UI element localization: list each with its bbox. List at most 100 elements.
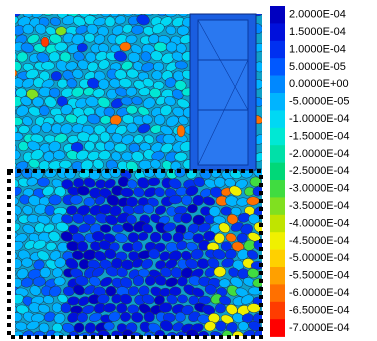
particle [21, 257, 33, 268]
particle [48, 231, 61, 242]
particle [185, 185, 199, 197]
particle [73, 51, 85, 62]
legend-label: -2.0000E-04 [289, 148, 350, 160]
particle [141, 258, 153, 270]
particle [62, 70, 75, 81]
particle [226, 214, 239, 225]
legend-swatch [270, 197, 285, 216]
legend-label: 2.0000E-04 [289, 9, 346, 21]
particle [105, 285, 117, 297]
particle [225, 233, 237, 243]
particle [49, 17, 61, 26]
particle [226, 304, 238, 315]
particle [132, 275, 145, 287]
particle [251, 14, 262, 17]
particle [66, 78, 78, 89]
particle [50, 71, 62, 81]
particle [40, 36, 50, 48]
particle [54, 257, 66, 268]
particle [168, 250, 182, 262]
particle [176, 25, 190, 36]
particle [159, 320, 173, 332]
particle [113, 142, 128, 153]
legend-label: 1.5000E-04 [289, 26, 346, 38]
particle [42, 185, 55, 197]
particle [212, 249, 226, 260]
particle [161, 232, 173, 242]
particle [32, 276, 46, 287]
particle [105, 214, 118, 226]
particle [253, 222, 262, 234]
particle [103, 303, 116, 313]
particle [15, 233, 28, 244]
particle [15, 212, 19, 223]
particle [70, 268, 84, 279]
particle [41, 61, 55, 71]
particle [33, 239, 47, 250]
particle [15, 106, 16, 118]
particle [65, 61, 78, 71]
particle [66, 205, 78, 215]
particle [15, 267, 17, 278]
particle [22, 205, 33, 215]
particle [166, 294, 178, 305]
particle [18, 125, 30, 134]
particle [109, 205, 122, 217]
particle [177, 276, 188, 287]
particle [188, 311, 201, 322]
particle [131, 240, 143, 252]
particle [99, 131, 111, 143]
particle [53, 114, 65, 124]
particle [147, 177, 161, 187]
particle [168, 178, 182, 189]
legend-label: -5.0000E-04 [289, 252, 350, 264]
particle [131, 151, 144, 162]
particle [164, 14, 178, 18]
particle [120, 187, 134, 198]
particle [164, 77, 177, 88]
particle [103, 107, 115, 117]
particle [125, 196, 138, 208]
particle [220, 241, 232, 252]
particle [125, 86, 138, 97]
legend-swatch [270, 40, 285, 59]
particle [30, 149, 44, 161]
particle [16, 304, 29, 315]
particle [15, 14, 22, 18]
legend-label: -3.0000E-04 [289, 183, 350, 195]
particle [73, 322, 85, 333]
particle [15, 249, 18, 260]
particle [130, 332, 143, 336]
particle [15, 330, 25, 336]
particle [103, 321, 115, 331]
particle [163, 222, 176, 232]
particle [177, 294, 188, 304]
particle [49, 87, 61, 98]
particle [177, 14, 189, 17]
particle [133, 80, 146, 90]
particle [165, 115, 179, 127]
particle [153, 61, 165, 72]
particle [143, 14, 156, 16]
particle [24, 240, 36, 250]
particle [15, 178, 19, 189]
particle [137, 177, 150, 189]
particle [48, 194, 62, 206]
legend-swatch [270, 93, 285, 111]
particle [94, 195, 106, 205]
particle [16, 105, 29, 117]
particle [193, 177, 206, 187]
particle [174, 311, 186, 323]
particle [108, 311, 121, 322]
particle [15, 186, 22, 197]
legend-label: 0.0000E+00 [289, 78, 349, 90]
particle [68, 331, 80, 336]
legend: 2.0000E-04 1.5000E-04 1.0000E-04 5.0000E-05… [270, 6, 350, 337]
legend-swatch [270, 232, 285, 250]
legend-label: -4.0000E-04 [289, 217, 350, 229]
legend-swatch [270, 75, 285, 94]
particle [142, 203, 155, 214]
particle [143, 331, 155, 336]
particle [202, 196, 216, 206]
particle [20, 277, 34, 288]
